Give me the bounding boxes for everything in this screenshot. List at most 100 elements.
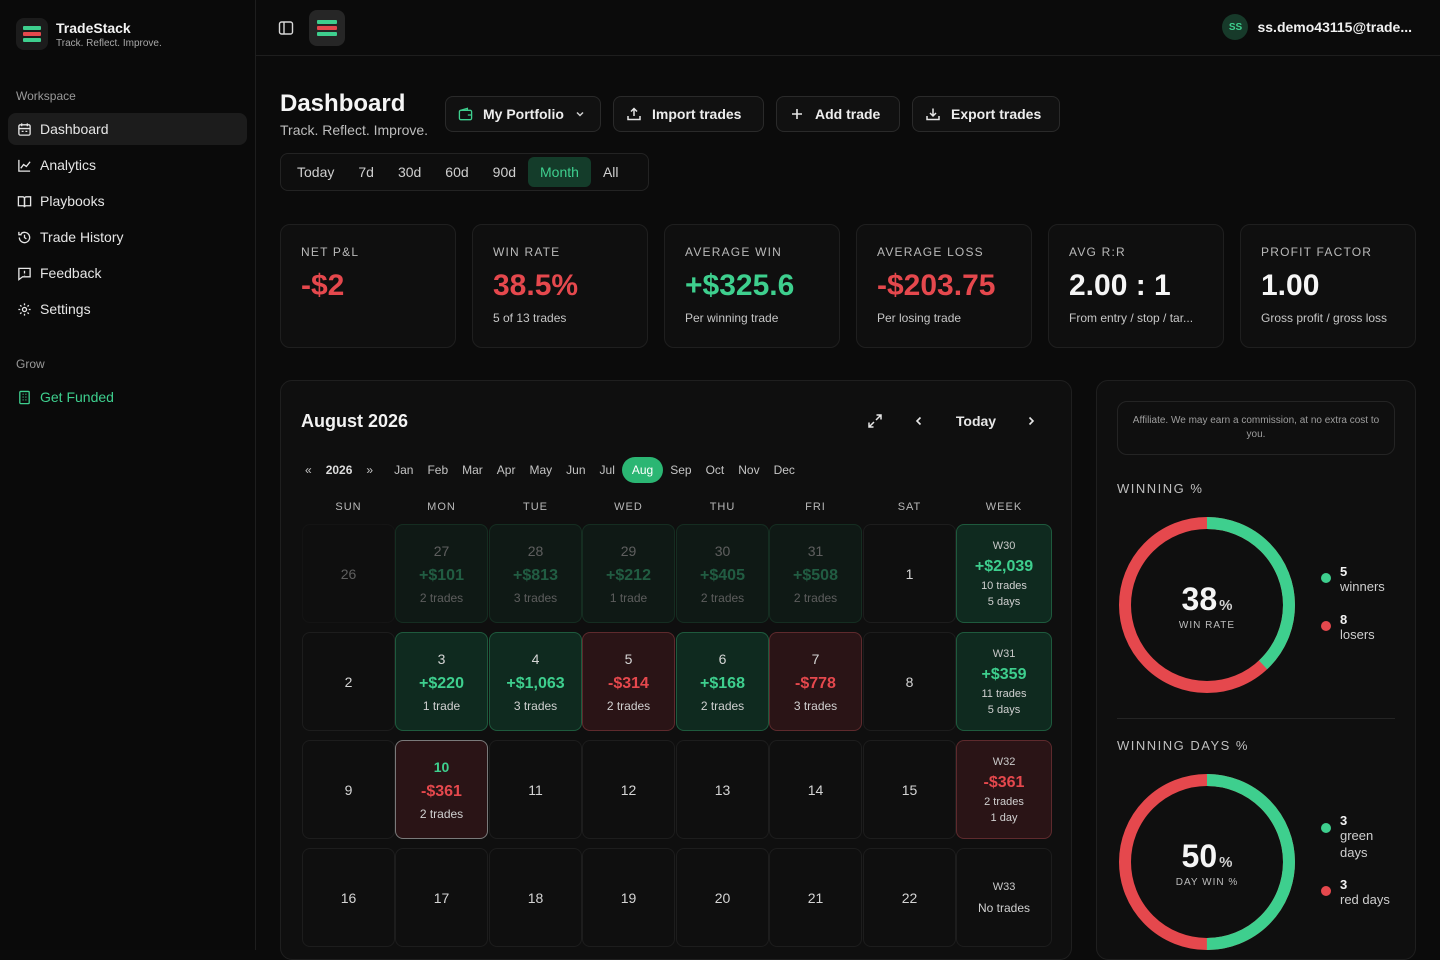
month-apr[interactable]: Apr [496,463,516,477]
next-month-button[interactable] [1021,411,1041,431]
calendar-day[interactable]: 5 -$314 2 trades [582,632,675,731]
calendar-day[interactable]: 22 [863,848,956,947]
day-pnl: +$212 [606,566,651,584]
month-jun[interactable]: Jun [566,463,586,477]
sidebar-item-get-funded[interactable]: Get Funded [8,381,247,413]
calendar-icon [16,121,32,137]
week-day-count: 5 days [987,595,1021,608]
month-jul[interactable]: Jul [599,463,615,477]
calendar-day[interactable]: 20 [676,848,769,947]
calendar-day[interactable]: 6 +$168 2 trades [676,632,769,731]
range-tab-month[interactable]: Month [528,157,591,187]
calendar-day[interactable]: 7 -$778 3 trades [769,632,862,731]
sidebar-item-label: Trade History [40,229,124,245]
import-trades-label: Import trades [652,106,742,122]
calendar-day[interactable]: 27 +$101 2 trades [395,524,488,623]
calendar-day[interactable]: 26 [302,524,395,623]
brand-tagline: Track. Reflect. Improve. [56,37,162,49]
green-days-label: green days [1340,828,1374,860]
calendar-day[interactable]: 21 [769,848,862,947]
month-jan[interactable]: Jan [394,463,414,477]
next-year-button[interactable]: » [366,463,374,477]
sidebar-item-analytics[interactable]: Analytics [8,149,247,181]
calendar-day[interactable]: 10 -$361 2 trades [395,740,488,839]
add-trade-button[interactable]: Add trade [776,96,900,132]
workspace-section-label: Workspace [16,89,76,103]
range-tab-60d[interactable]: 60d [445,164,469,180]
calendar-day[interactable]: 31 +$508 2 trades [769,524,862,623]
sidebar-item-trade-history[interactable]: Trade History [8,221,247,253]
week-label: W31 [992,647,1016,660]
day-win-caption: DAY WIN % [1175,877,1239,888]
legend-red-days: 3 red days [1321,877,1390,909]
month-feb[interactable]: Feb [427,463,449,477]
calendar-day[interactable]: 3 +$220 1 trade [395,632,488,731]
red-days-label: red days [1340,892,1390,907]
day-pnl: +$508 [793,566,838,584]
sidebar-item-dashboard[interactable]: Dashboard [8,113,247,145]
calendar-panel: August 2026 Today « 2026 » Jan Feb Mar A… [280,380,1072,960]
day-trade-count: 2 trades [700,698,745,713]
day-number: 1 [905,565,914,582]
calendar-day[interactable]: 12 [582,740,675,839]
calendar-day[interactable]: 30 +$405 2 trades [676,524,769,623]
month-dec[interactable]: Dec [773,463,795,477]
week-summary[interactable]: W32 -$361 2 trades 1 day [956,740,1052,839]
calendar-day[interactable]: 11 [489,740,582,839]
sidebar-item-label: Dashboard [40,121,109,137]
pct-sign: % [1219,597,1233,614]
month-oct[interactable]: Oct [705,463,725,477]
calendar-day[interactable]: 4 +$1,063 3 trades [489,632,582,731]
week-pnl: +$2,039 [974,557,1034,575]
import-trades-button[interactable]: Import trades [613,96,764,132]
brand[interactable]: TradeStack Track. Reflect. Improve. [16,18,162,50]
user-menu[interactable]: SS ss.demo43115@trade... [1222,14,1412,40]
prev-year-button[interactable]: « [305,463,312,477]
day-number: 2 [344,673,353,690]
range-tab-today[interactable]: Today [297,164,335,180]
range-tab-90d[interactable]: 90d [492,164,517,180]
range-tab-all[interactable]: All [602,164,619,180]
calendar-day[interactable]: 28 +$813 3 trades [489,524,582,623]
avatar: SS [1222,14,1249,40]
calendar-day[interactable]: 29 +$212 1 trade [582,524,675,623]
calendar-day[interactable]: 14 [769,740,862,839]
month-nov[interactable]: Nov [738,463,760,477]
calendar-day[interactable]: 17 [395,848,488,947]
stat-subtext: 5 of 13 trades [493,311,567,325]
calendar-day[interactable]: 8 [863,632,956,731]
sidebar-toggle-icon[interactable] [278,20,294,36]
range-tab-30d[interactable]: 30d [397,164,422,180]
calendar-day[interactable]: 13 [676,740,769,839]
day-number: 18 [527,889,544,906]
week-summary[interactable]: W31 +$359 11 trades 5 days [956,632,1052,731]
month-sep[interactable]: Sep [670,463,692,477]
sidebar-item-feedback[interactable]: Feedback [8,257,247,289]
user-email: ss.demo43115@trade... [1257,19,1412,35]
calendar-day[interactable]: 18 [489,848,582,947]
export-trades-button[interactable]: Export trades [912,96,1060,132]
calendar-day[interactable]: 9 [302,740,395,839]
week-summary[interactable]: W33 No trades [956,848,1052,947]
week-summary[interactable]: W30 +$2,039 10 trades 5 days [956,524,1052,623]
calendar-day[interactable]: 1 [863,524,956,623]
today-button[interactable]: Today [955,413,997,429]
day-win-center: 50% DAY WIN % [1147,838,1267,888]
sidebar-item-playbooks[interactable]: Playbooks [8,185,247,217]
month-mar[interactable]: Mar [462,463,483,477]
day-number: 4 [531,650,540,667]
sidebar-item-settings[interactable]: Settings [8,293,247,325]
week-pnl: -$361 [983,773,1025,791]
calendar-day[interactable]: 19 [582,848,675,947]
calendar-day[interactable]: 16 [302,848,395,947]
month-aug[interactable]: Aug [621,457,664,483]
range-tab-7d[interactable]: 7d [358,164,374,180]
calendar-day[interactable]: 15 [863,740,956,839]
calendar-day[interactable]: 2 [302,632,395,731]
green-days-count: 3 [1340,813,1348,828]
expand-icon[interactable] [865,411,885,431]
portfolio-select[interactable]: My Portfolio [445,96,601,132]
prev-month-button[interactable] [909,411,929,431]
week-day-count: 1 day [990,811,1018,824]
month-may[interactable]: May [529,463,553,477]
